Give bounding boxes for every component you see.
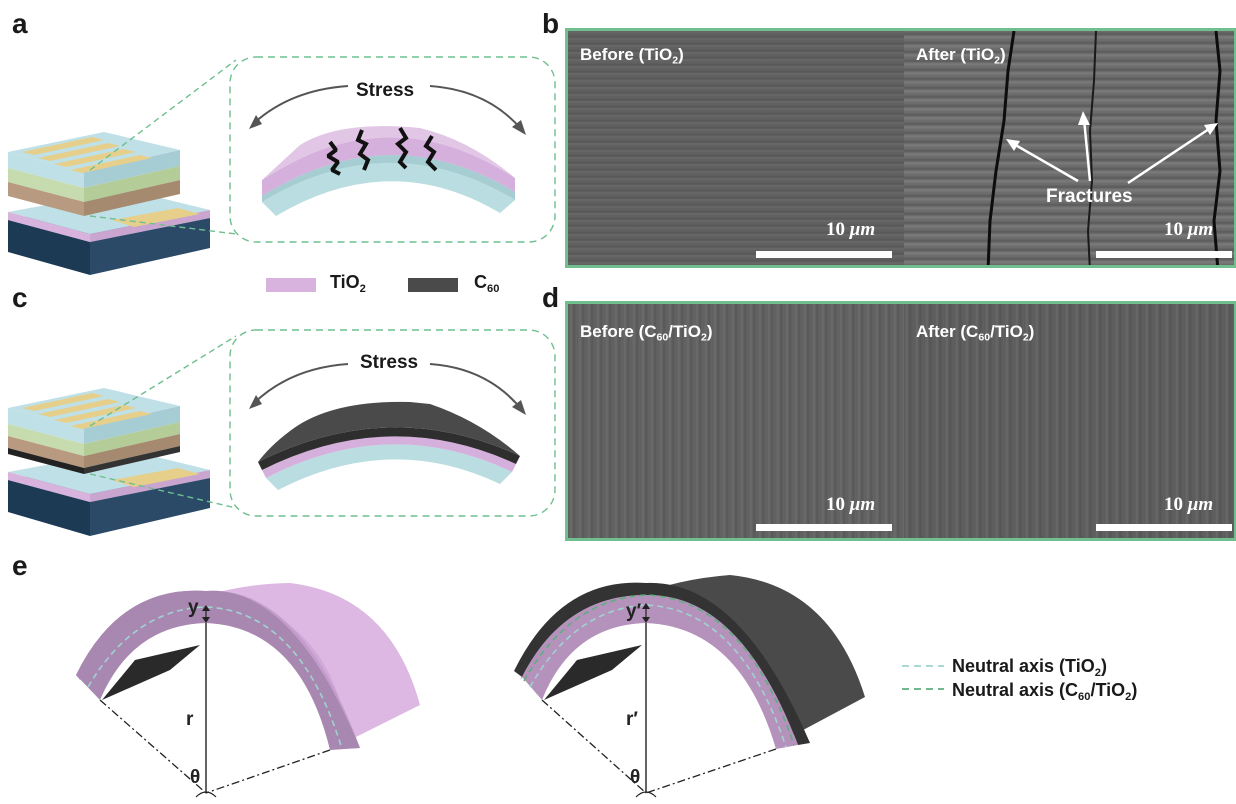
panel-label-b: b (542, 8, 560, 39)
panel-label-d: d (542, 282, 560, 313)
sem-b-before-title: Before (TiO2) (580, 45, 684, 67)
legend-label-tio2: TiO2 (330, 272, 366, 295)
label-y: y (188, 597, 199, 618)
sem-image-before-c60-tio2 (568, 304, 904, 538)
arc-tio2-diagram: y r θ (76, 583, 420, 798)
sem-d-scale-left-text: 10 μm (826, 494, 876, 515)
sem-b-scale-left-text: 10 μm (826, 219, 876, 240)
sem-b-after-title: After (TiO2) (916, 45, 1006, 67)
sem-image-after-tio2 (904, 31, 1234, 265)
arc-c60-tio2-diagram: y′ r′ θ (514, 575, 865, 798)
sem-d-after-title: After (C60/TiO2) (916, 322, 1035, 344)
panel-label-a: a (12, 8, 28, 39)
sem-d-before-title: Before (C60/TiO2) (580, 322, 713, 344)
sem-panel-b: Before (TiO2) After (TiO2) Fractures 10 … (565, 28, 1236, 268)
neutral-axis-legend-lines (902, 665, 944, 690)
device-stack-c (8, 388, 210, 536)
panel-label-e: e (12, 550, 28, 581)
legend-swatch-tio2 (266, 278, 316, 292)
label-y-prime: y′ (626, 601, 642, 622)
legend-neutral-axis-tio2: Neutral axis (TiO2) (952, 656, 1107, 679)
panel-c-diagram (8, 329, 556, 536)
stress-label-c: Stress (360, 352, 419, 373)
legend-neutral-axis-c60-tio2: Neutral axis (C60/TiO2) (952, 680, 1138, 703)
sem-d-scalebar-left (756, 524, 892, 531)
label-theta-2: θ (630, 767, 640, 788)
sem-b-scalebar-left (756, 251, 892, 258)
sem-panel-d: Before (C60/TiO2) After (C60/TiO2) 10 μm… (565, 301, 1236, 541)
sem-d-scale-right-text: 10 μm (1164, 494, 1214, 515)
sem-b-scalebar-right (1096, 251, 1232, 258)
sem-image-before-tio2 (568, 31, 904, 265)
label-r-prime: r′ (626, 709, 638, 730)
panel-label-c: c (12, 282, 28, 313)
stress-label-a: Stress (356, 80, 415, 101)
sem-d-scalebar-right (1096, 524, 1232, 531)
label-r: r (186, 709, 194, 730)
label-theta: θ (190, 767, 200, 788)
sem-image-after-c60-tio2 (904, 304, 1234, 538)
device-stack-a (8, 132, 210, 275)
panel-a-diagram (8, 56, 556, 275)
fractures-label: Fractures (1046, 186, 1133, 207)
sem-b-scale-right-text: 10 μm (1164, 219, 1214, 240)
fracture-overlay (986, 31, 1222, 265)
legend-label-c60: C60 (474, 272, 500, 295)
legend-swatch-c60 (408, 278, 458, 292)
